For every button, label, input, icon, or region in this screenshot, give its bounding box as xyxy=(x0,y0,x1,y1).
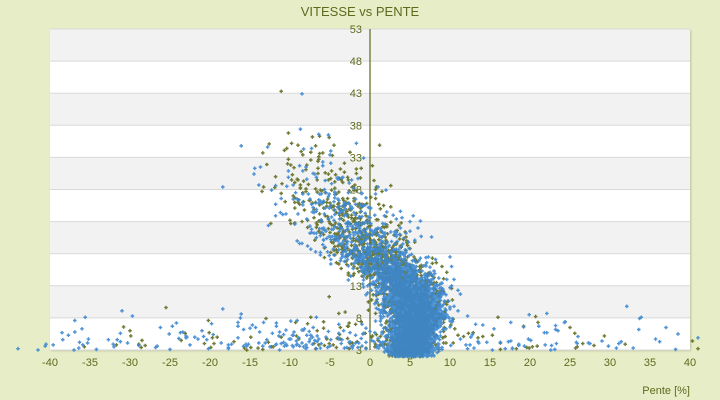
svg-text:13: 13 xyxy=(350,281,362,293)
svg-text:43: 43 xyxy=(350,88,362,100)
svg-text:20: 20 xyxy=(524,357,536,369)
svg-text:0: 0 xyxy=(367,357,373,369)
svg-text:38: 38 xyxy=(350,120,362,132)
svg-text:-5: -5 xyxy=(325,357,335,369)
svg-text:10: 10 xyxy=(444,357,456,369)
svg-text:35: 35 xyxy=(644,357,656,369)
svg-text:-20: -20 xyxy=(202,357,218,369)
svg-text:-30: -30 xyxy=(122,357,138,369)
svg-text:53: 53 xyxy=(350,24,362,36)
svg-text:48: 48 xyxy=(350,56,362,68)
svg-text:-35: -35 xyxy=(82,357,98,369)
svg-text:30: 30 xyxy=(604,357,616,369)
svg-text:5: 5 xyxy=(407,357,413,369)
svg-text:-15: -15 xyxy=(242,357,258,369)
svg-text:Pente [%]: Pente [%] xyxy=(642,385,690,397)
svg-text:15: 15 xyxy=(484,357,496,369)
svg-text:25: 25 xyxy=(564,357,576,369)
svg-text:33: 33 xyxy=(350,152,362,164)
svg-text:-10: -10 xyxy=(282,357,298,369)
svg-text:-25: -25 xyxy=(162,357,178,369)
svg-text:-40: -40 xyxy=(42,357,58,369)
svg-text:40: 40 xyxy=(684,357,696,369)
